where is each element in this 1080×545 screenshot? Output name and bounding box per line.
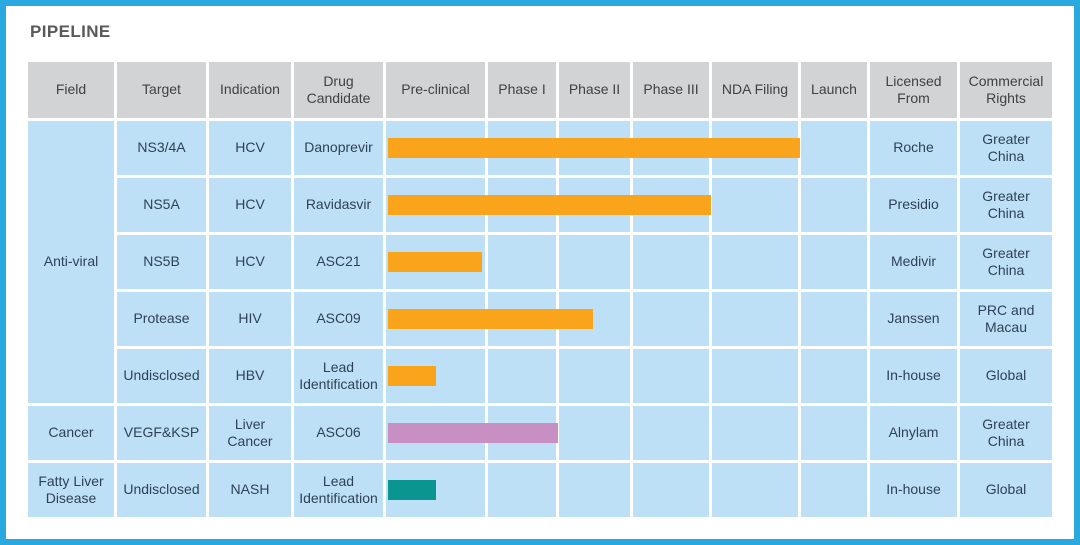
- commercial-rights-cell: Global: [960, 463, 1052, 517]
- header-cell: NDA Filing: [712, 62, 798, 118]
- phase-cell: [712, 406, 798, 460]
- phase-cell: [801, 406, 867, 460]
- pipeline-progress-bar: [388, 138, 800, 158]
- commercial-rights-cell: Global: [960, 349, 1052, 403]
- field-cell: Anti-viral: [28, 121, 114, 403]
- indication-cell: HCV: [209, 178, 291, 232]
- phase-cell: [488, 235, 556, 289]
- header-cell: Phase II: [559, 62, 630, 118]
- phase-cell: [559, 463, 630, 517]
- field-cell: Fatty Liver Disease: [28, 463, 114, 517]
- phase-cell: [488, 349, 556, 403]
- page-title: PIPELINE: [30, 22, 111, 41]
- target-cell: Protease: [117, 292, 206, 346]
- phase-cell: [801, 292, 867, 346]
- target-cell: Undisclosed: [117, 463, 206, 517]
- phase-cell: [712, 292, 798, 346]
- phase-cell: [633, 235, 709, 289]
- header-cell: Pre-clinical: [386, 62, 485, 118]
- drug-candidate-cell: ASC21: [294, 235, 383, 289]
- drug-candidate-cell: Lead Identification: [294, 349, 383, 403]
- phase-cell: [386, 235, 485, 289]
- phase-cell: [801, 178, 867, 232]
- pipeline-progress-bar: [388, 309, 593, 329]
- target-cell: NS3/4A: [117, 121, 206, 175]
- phase-cell: [712, 235, 798, 289]
- pipeline-progress-bar: [388, 366, 436, 386]
- target-cell: NS5B: [117, 235, 206, 289]
- phase-cell: [633, 406, 709, 460]
- indication-cell: HCV: [209, 121, 291, 175]
- indication-cell: Liver Cancer: [209, 406, 291, 460]
- commercial-rights-cell: Greater China: [960, 121, 1052, 175]
- phase-cell: [712, 349, 798, 403]
- indication-cell: NASH: [209, 463, 291, 517]
- indication-cell: HCV: [209, 235, 291, 289]
- commercial-rights-cell: Greater China: [960, 406, 1052, 460]
- header-cell: Indication: [209, 62, 291, 118]
- phase-cell: [633, 349, 709, 403]
- header-cell: Launch: [801, 62, 867, 118]
- phase-cell: [559, 406, 630, 460]
- indication-cell: HIV: [209, 292, 291, 346]
- phase-cell: [386, 406, 558, 460]
- commercial-rights-cell: PRC and Macau: [960, 292, 1052, 346]
- phase-cell: [633, 463, 709, 517]
- target-cell: Undisclosed: [117, 349, 206, 403]
- phase-cell: [559, 235, 630, 289]
- licensed-from-cell: Janssen: [870, 292, 957, 346]
- pipeline-table: Field Target Indication Drug Candidate Pre-c…: [28, 62, 1052, 517]
- licensed-from-cell: Roche: [870, 121, 957, 175]
- phase-cell: [801, 463, 867, 517]
- pipeline-progress-bar: [388, 480, 436, 500]
- target-cell: VEGF&KSP: [117, 406, 206, 460]
- phase-cell: [801, 235, 867, 289]
- drug-candidate-cell: Lead Identification: [294, 463, 383, 517]
- phase-cell: [386, 349, 485, 403]
- pipeline-progress-bar: [388, 423, 558, 443]
- phase-cell: [801, 121, 867, 175]
- target-cell: NS5A: [117, 178, 206, 232]
- phase-cell: [386, 463, 485, 517]
- phase-cell: [386, 178, 711, 232]
- drug-candidate-cell: ASC09: [294, 292, 383, 346]
- commercial-rights-cell: Greater China: [960, 178, 1052, 232]
- drug-candidate-cell: ASC06: [294, 406, 383, 460]
- indication-cell: HBV: [209, 349, 291, 403]
- licensed-from-cell: Presidio: [870, 178, 957, 232]
- phase-cell: [801, 349, 867, 403]
- licensed-from-cell: In-house: [870, 463, 957, 517]
- phase-cell: [712, 463, 798, 517]
- licensed-from-cell: Alnylam: [870, 406, 957, 460]
- phase-cell: [386, 292, 593, 346]
- pipeline-progress-bar: [388, 195, 711, 215]
- phase-cell: [712, 178, 798, 232]
- licensed-from-cell: In-house: [870, 349, 957, 403]
- header-cell: Phase III: [633, 62, 709, 118]
- header-cell: Field: [28, 62, 114, 118]
- header-cell: Target: [117, 62, 206, 118]
- phase-cell: [488, 463, 556, 517]
- phase-cell: [386, 121, 800, 175]
- phase-cell: [559, 349, 630, 403]
- drug-candidate-cell: Danoprevir: [294, 121, 383, 175]
- header-cell: Commercial Rights: [960, 62, 1052, 118]
- header-cell: Drug Candidate: [294, 62, 383, 118]
- phase-cell: [633, 292, 709, 346]
- licensed-from-cell: Medivir: [870, 235, 957, 289]
- pipeline-progress-bar: [388, 252, 482, 272]
- commercial-rights-cell: Greater China: [960, 235, 1052, 289]
- header-cell: Licensed From: [870, 62, 957, 118]
- header-cell: Phase I: [488, 62, 556, 118]
- drug-candidate-cell: Ravidasvir: [294, 178, 383, 232]
- field-cell: Cancer: [28, 406, 114, 460]
